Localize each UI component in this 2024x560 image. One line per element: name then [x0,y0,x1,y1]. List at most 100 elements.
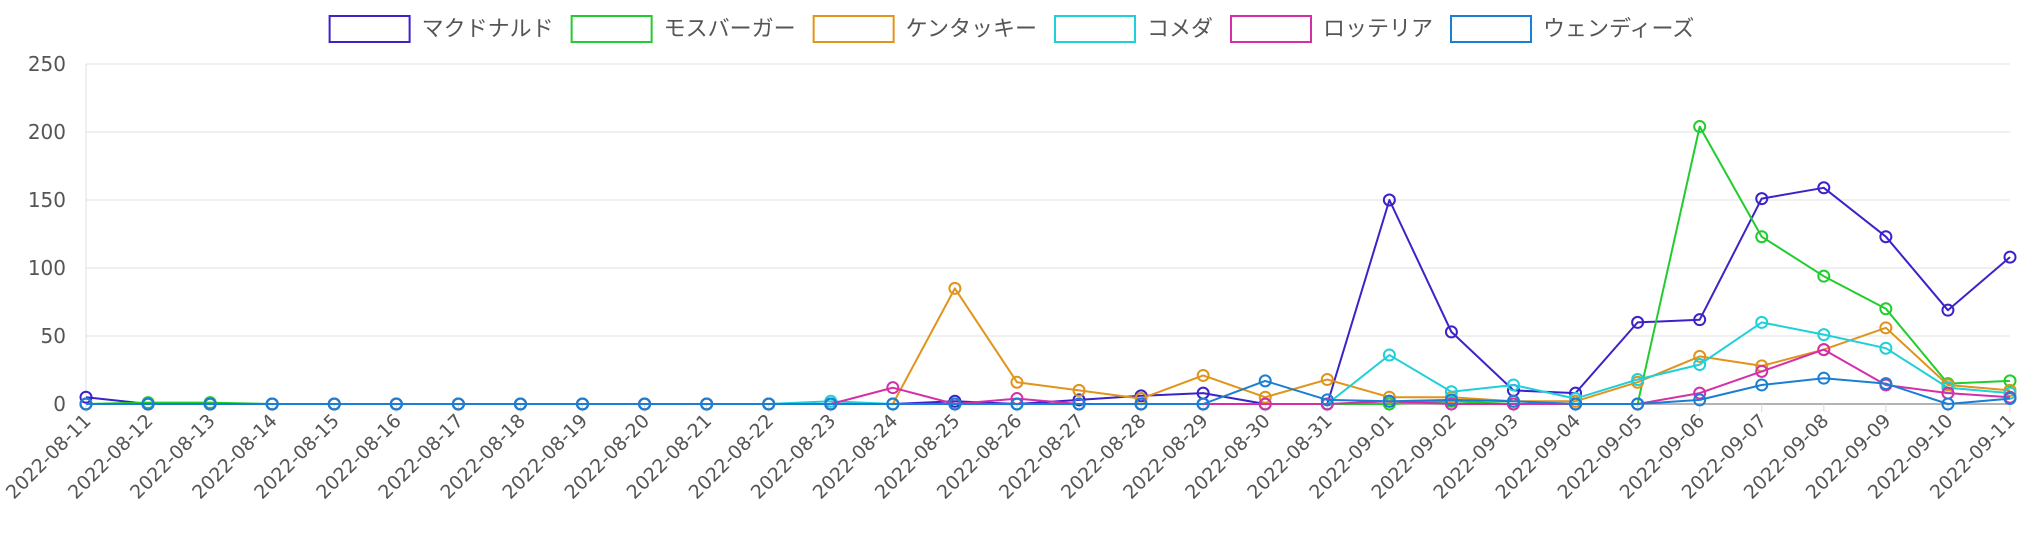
data-point[interactable] [1072,393,1086,407]
data-point[interactable] [1879,302,1893,316]
data-point[interactable] [1817,371,1831,385]
data-point[interactable] [948,281,962,295]
data-point[interactable] [327,397,341,411]
data-point[interactable] [1320,397,1334,411]
data-point[interactable] [886,397,900,411]
data-point[interactable] [1693,313,1707,327]
data-point[interactable] [1693,358,1707,372]
data-point[interactable] [1382,390,1396,404]
series-5 [79,371,2017,411]
data-point[interactable] [1320,393,1334,407]
data-point[interactable] [79,397,93,411]
data-point[interactable] [265,397,279,411]
series-line [85,125,2011,405]
data-point[interactable] [1631,373,1645,387]
data-point[interactable] [1631,397,1645,411]
data-point[interactable] [79,390,93,404]
data-point[interactable] [1382,193,1396,207]
data-point[interactable] [1941,397,1955,411]
data-point[interactable] [1320,373,1334,387]
data-point[interactable] [824,397,838,411]
data-point[interactable] [1506,378,1520,392]
legend-item[interactable]: モスバーガー [570,15,796,43]
y-tick-label: 50 [41,324,66,348]
data-point[interactable] [1258,397,1272,411]
data-point[interactable] [1072,397,1086,411]
series-line [86,348,2011,405]
data-point[interactable] [762,397,776,411]
data-point[interactable] [1196,397,1210,411]
data-point[interactable] [1444,397,1458,411]
data-point[interactable] [1879,377,1893,391]
legend-label: ロッテリア [1323,17,1433,42]
data-point[interactable] [1382,348,1396,362]
series-3 [79,315,2017,411]
data-point[interactable] [1755,192,1769,206]
data-point[interactable] [1382,394,1396,408]
data-point[interactable] [1631,315,1645,329]
data-point[interactable] [1196,368,1210,382]
data-point[interactable] [1941,386,1955,400]
legend-label: ウェンディーズ [1543,17,1694,42]
data-point[interactable] [1444,385,1458,399]
data-point[interactable] [1444,393,1458,407]
data-point[interactable] [700,397,714,411]
legend-label: モスバーガー [664,17,796,42]
data-point[interactable] [1879,321,1893,335]
data-point[interactable] [1879,230,1893,244]
data-point[interactable] [1010,397,1024,411]
data-point[interactable] [2003,250,2017,264]
y-tick-label: 150 [28,188,66,212]
data-point[interactable] [1072,383,1086,397]
data-point[interactable] [1693,349,1707,363]
legend-item[interactable]: コメダ [1053,15,1213,43]
series-line [86,287,2011,405]
legend-swatch [812,15,895,43]
data-point[interactable] [1693,386,1707,400]
y-tick-label: 200 [28,120,66,144]
data-point[interactable] [1879,341,1893,355]
data-point[interactable] [948,397,962,411]
data-point[interactable] [1693,393,1707,407]
legend-item[interactable]: マクドナルド [328,15,554,43]
data-point[interactable] [576,397,590,411]
data-point[interactable] [1444,325,1458,339]
data-point[interactable] [1258,390,1272,404]
data-point[interactable] [1817,343,1831,357]
data-point[interactable] [1506,394,1520,408]
data-point[interactable] [1755,364,1769,378]
data-point[interactable] [886,381,900,395]
data-point[interactable] [1693,120,1707,134]
data-point[interactable] [1817,269,1831,283]
data-point[interactable] [513,397,527,411]
data-point[interactable] [638,397,652,411]
data-point[interactable] [1196,386,1210,400]
data-point[interactable] [1258,374,1272,388]
data-point[interactable] [1817,181,1831,195]
data-point[interactable] [1755,230,1769,244]
legend-item[interactable]: ケンタッキー [812,15,1037,43]
data-point[interactable] [1755,315,1769,329]
data-point[interactable] [1817,328,1831,342]
legend-item[interactable]: ウェンディーズ [1450,15,1694,43]
data-point[interactable] [1569,397,1583,411]
data-point[interactable] [389,397,403,411]
gridlines [85,63,2010,405]
legend: マクドナルド モスバーガー ケンタッキー コメダ ロッテリア ウェンディーズ [328,15,1694,43]
data-point[interactable] [2003,374,2017,388]
data-point[interactable] [1755,378,1769,392]
series-1 [79,120,2017,411]
data-point[interactable] [203,397,217,411]
data-point[interactable] [1134,397,1148,411]
data-point[interactable] [141,397,155,411]
data-point[interactable] [2003,392,2017,406]
legend-swatch [1450,15,1533,43]
data-point[interactable] [1010,375,1024,389]
legend-item[interactable]: ロッテリア [1230,15,1433,43]
legend-swatch [1230,15,1312,43]
series-line [86,377,2011,405]
data-point[interactable] [1941,303,1955,317]
data-point[interactable] [451,397,465,411]
